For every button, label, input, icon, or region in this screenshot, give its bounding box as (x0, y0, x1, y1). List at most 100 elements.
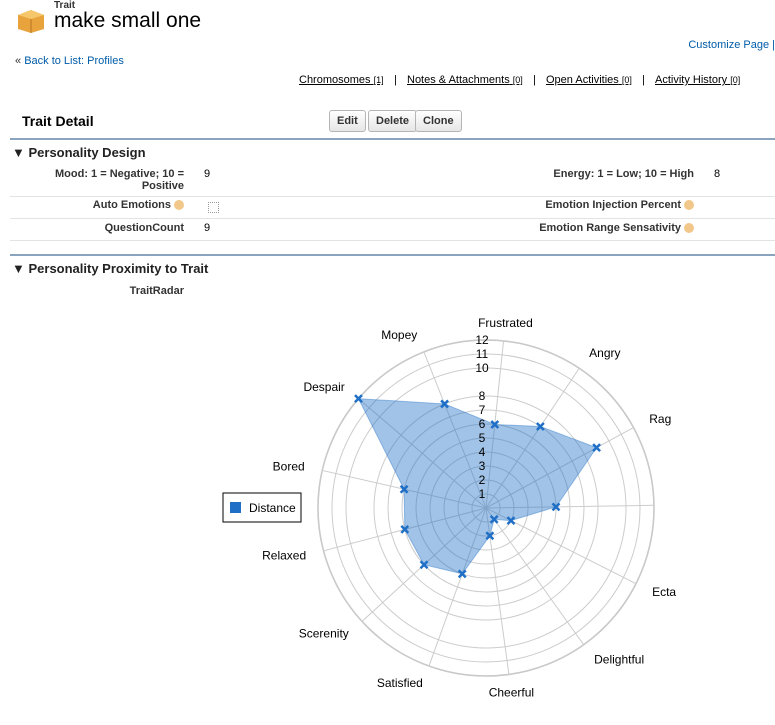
row-separator (10, 218, 775, 219)
category-label: Cheerful (489, 685, 534, 699)
data-point (485, 531, 495, 541)
r-tick-label: 2 (479, 473, 486, 487)
field-value: 9 (204, 222, 211, 234)
back-prefix: « (15, 55, 22, 67)
category-label: Scerenity (299, 627, 349, 641)
category-label: Delightful (594, 652, 644, 666)
link-count[interactable]: [1] (373, 75, 384, 85)
category-label: Angry (589, 346, 620, 360)
related-link[interactable]: Notes & Attachments [0] (407, 74, 523, 86)
data-point (592, 443, 601, 453)
link-label[interactable]: Activity History (655, 74, 728, 86)
field-label: QuestionCount (30, 222, 184, 234)
link-count[interactable]: [0] (512, 75, 523, 85)
r-tick-label: 10 (475, 361, 489, 375)
separator: | (772, 39, 775, 51)
field-label: Emotion Range Sensativity (440, 222, 694, 234)
data-point (506, 516, 516, 525)
detail-title: Trait Detail (22, 113, 94, 129)
data-point (490, 420, 500, 429)
category-label: Despair (303, 380, 344, 394)
field-label-text: Emotion Injection Percent (545, 199, 681, 211)
link-label[interactable]: Chromosomes (299, 74, 371, 86)
grid-ring (331, 353, 641, 663)
separator: | (533, 74, 536, 86)
back-link[interactable]: Back to List: Profiles (24, 55, 124, 67)
row-separator (10, 196, 775, 197)
link-label[interactable]: Notes & Attachments (407, 74, 510, 86)
r-tick-label: 5 (479, 431, 486, 445)
spoke (358, 398, 487, 509)
grid-ring (317, 339, 655, 677)
field-value: 9 (204, 168, 211, 180)
field-label: Mood: 1 = Negative; 10 = Positive (30, 168, 184, 192)
r-tick-label: 4 (479, 445, 486, 459)
spoke (485, 427, 634, 509)
r-tick-label: 6 (479, 417, 486, 431)
field-label-text: Energy: 1 = Low; 10 = High (553, 168, 694, 180)
checkbox (208, 202, 219, 213)
help-icon (684, 223, 694, 234)
r-tick-label: 8 (479, 389, 486, 403)
r-tick-label: 12 (475, 333, 489, 347)
data-point (489, 515, 499, 524)
back-row: « Back to List: Profiles (15, 55, 124, 67)
field-label-text: Mood: 1 = Negative; 10 = Positive (55, 168, 184, 192)
object-type: Trait (54, 0, 76, 11)
related-link[interactable]: Activity History [0] (655, 74, 740, 86)
section-title-text: Personality Design (28, 145, 146, 160)
spoke (485, 507, 585, 645)
related-link[interactable]: Open Activities [0] (546, 74, 632, 86)
category-label: Mopey (381, 328, 417, 342)
separator: | (642, 74, 645, 86)
related-link[interactable]: Chromosomes [1] (299, 74, 384, 86)
legend-label: Distance (249, 501, 296, 515)
grid-ring (373, 395, 599, 621)
spoke (423, 351, 487, 509)
data-point (399, 484, 409, 494)
r-tick-label: 3 (479, 459, 486, 473)
spoke (428, 507, 487, 667)
section-title-text: Personality Proximity to Trait (28, 261, 209, 276)
field-label: TraitRadar (129, 285, 184, 297)
radar-chart: Frustrated Angry Rag Ecta Delightful Cheerful… (222, 316, 676, 699)
section-title: ▼ Personality Design (12, 145, 146, 160)
button[interactable]: Delete (368, 110, 418, 132)
category-label: Rag (649, 412, 671, 426)
row-separator (10, 240, 775, 241)
legend-swatch (230, 502, 241, 513)
customize-link[interactable]: Customize Page (688, 39, 770, 51)
field-label-text: Emotion Range Sensativity (539, 222, 681, 234)
field-label-text: Auto Emotions (92, 199, 171, 211)
category-label: Satisfied (377, 676, 423, 690)
help-icon (684, 200, 694, 211)
button[interactable]: Edit (329, 110, 366, 132)
data-point (419, 560, 429, 570)
link-label[interactable]: Open Activities (546, 74, 619, 86)
link-count[interactable]: [0] (621, 75, 632, 85)
data-point (535, 422, 545, 431)
divider (10, 138, 775, 140)
spoke (485, 367, 580, 509)
record-title: make small one (54, 9, 202, 32)
spoke (485, 504, 654, 509)
grid-ring (443, 465, 529, 551)
section-title: ▼ Personality Proximity to Trait (12, 261, 209, 276)
separator: | (394, 74, 397, 86)
help-icon (174, 200, 184, 211)
field-label: Emotion Injection Percent (440, 199, 694, 211)
r-tick-label: 11 (476, 347, 489, 361)
data-point (440, 399, 449, 409)
data-point (400, 525, 410, 534)
data-point (551, 502, 561, 512)
category-label: Ecta (652, 585, 676, 599)
category-label: Relaxed (262, 548, 306, 562)
data-point (457, 569, 467, 579)
link-count[interactable]: [0] (730, 75, 741, 85)
grid-ring (387, 409, 585, 607)
button[interactable]: Clone (415, 110, 462, 132)
data-point (354, 394, 363, 404)
category-label: Frustrated (478, 316, 533, 330)
field-value: 8 (714, 168, 721, 180)
